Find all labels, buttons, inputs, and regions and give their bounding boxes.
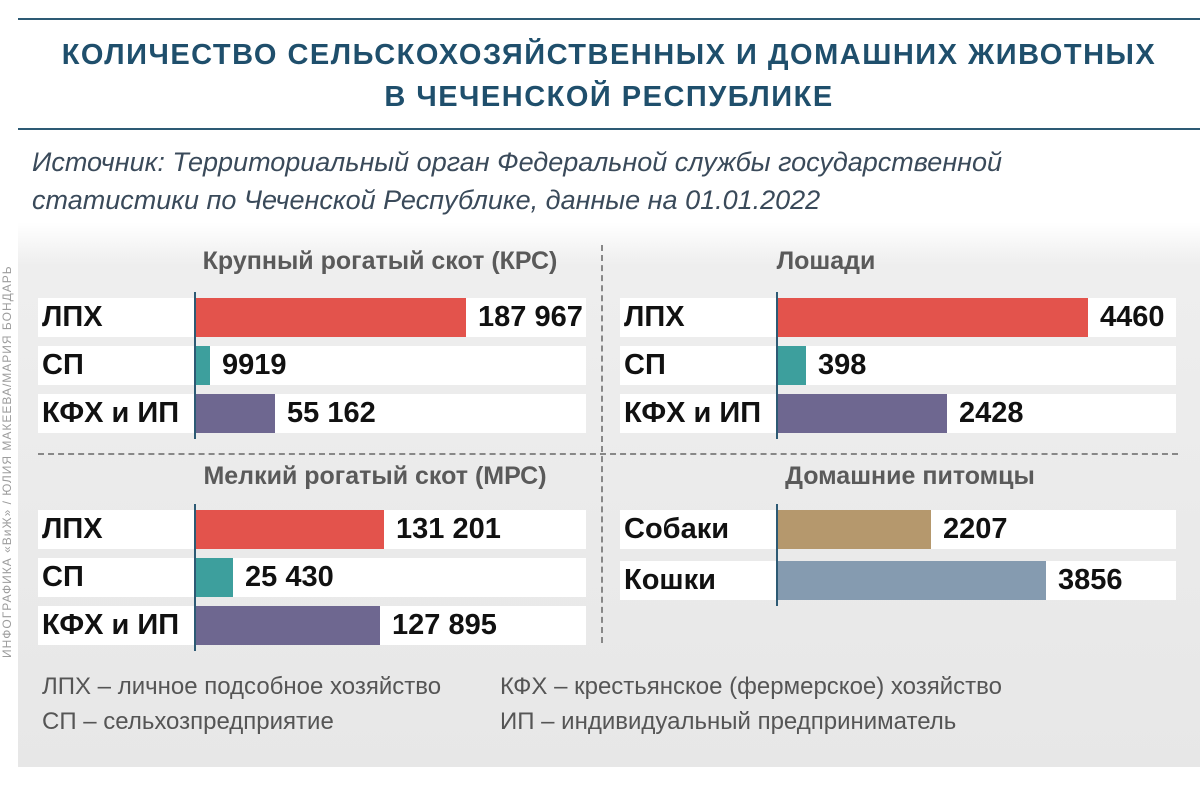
- chart-2-category-label: СП: [42, 561, 84, 593]
- credit-text: ИНФОГРАФИКА «ВиЖ» / ЮЛИЯ МАКЕЕВА/МАРИЯ Б…: [0, 265, 14, 658]
- chart-1-bar: [778, 394, 947, 433]
- vertical-divider: [601, 245, 603, 643]
- chart-1-bar: [778, 346, 806, 385]
- horizontal-divider: [38, 453, 1178, 455]
- chart-1-title: Лошади: [776, 247, 876, 275]
- chart-2-title: Мелкий рогатый скот (МРС): [203, 462, 547, 490]
- chart-3-axis: [776, 504, 778, 606]
- title-rule: [18, 128, 1200, 130]
- chart-3-category-label: Кошки: [624, 564, 716, 596]
- chart-3-category-label: Собаки: [624, 513, 730, 545]
- chart-0-bar: [196, 346, 210, 385]
- chart-1-category-label: ЛПХ: [624, 301, 685, 333]
- chart-3-value-label: 2207: [943, 513, 1008, 545]
- chart-2-category-label: КФХ и ИП: [42, 609, 180, 641]
- chart-0-bar: [196, 298, 466, 337]
- source-line-2: статистики по Чеченской Республике, данн…: [32, 185, 821, 215]
- chart-2-value-label: 25 430: [245, 561, 334, 593]
- title-line-1: КОЛИЧЕСТВО СЕЛЬСКОХОЗЯЙСТВЕННЫХ И ДОМАШН…: [61, 39, 1157, 71]
- legend-ip: ИП – индивидуальный предприниматель: [500, 708, 957, 735]
- chart-1-category-label: КФХ и ИП: [624, 397, 762, 429]
- chart-0-category-label: СП: [42, 349, 84, 381]
- legend-sp: СП – сельхозпредприятие: [42, 708, 334, 735]
- page-title: КОЛИЧЕСТВО СЕЛЬСКОХОЗЯЙСТВЕННЫХ И ДОМАШН…: [18, 34, 1200, 118]
- chart-2-bar: [196, 558, 233, 597]
- chart-1-axis: [776, 292, 778, 439]
- chart-0-axis: [194, 292, 196, 439]
- chart-1-value-label: 4460: [1100, 301, 1165, 333]
- chart-3-bar: [778, 561, 1046, 600]
- chart-2-bar: [196, 510, 384, 549]
- title-line-2: В ЧЕЧЕНСКОЙ РЕСПУБЛИКЕ: [384, 81, 834, 113]
- chart-1-value-label: 2428: [959, 397, 1024, 429]
- legend-lph: ЛПХ – личное подсобное хозяйство: [42, 673, 442, 700]
- chart-0-category-label: КФХ и ИП: [42, 397, 180, 429]
- chart-1-row-bg: [620, 346, 1176, 385]
- chart-1-bar: [778, 298, 1088, 337]
- chart-3-bar: [778, 510, 931, 549]
- chart-0-row-bg: [38, 394, 586, 433]
- chart-0-value-label: 187 967: [478, 301, 583, 333]
- chart-2-value-label: 127 895: [392, 609, 497, 641]
- chart-0-category-label: ЛПХ: [42, 301, 103, 333]
- chart-1-category-label: СП: [624, 349, 666, 381]
- chart-0-value-label: 9919: [222, 349, 287, 381]
- chart-1-value-label: 398: [818, 349, 867, 381]
- chart-2-row-bg: [38, 558, 586, 597]
- chart-2-category-label: ЛПХ: [42, 513, 103, 545]
- chart-2-value-label: 131 201: [396, 513, 501, 545]
- chart-3-value-label: 3856: [1058, 564, 1123, 596]
- chart-0-bar: [196, 394, 275, 433]
- source-note: Источник: Территориальный орган Федераль…: [32, 143, 1152, 219]
- chart-3-title: Домашние питомцы: [785, 462, 1035, 490]
- chart-0-row-bg: [38, 346, 586, 385]
- chart-2-axis: [194, 504, 196, 651]
- source-line-1: Источник: Территориальный орган Федераль…: [32, 147, 1003, 177]
- chart-0-title: Крупный рогатый скот (КРС): [202, 247, 558, 275]
- chart-2-bar: [196, 606, 380, 645]
- chart-0-value-label: 55 162: [287, 397, 376, 429]
- legend-kfh: КФХ – крестьянское (фермерское) хозяйств…: [500, 673, 1002, 700]
- top-rule: [18, 18, 1200, 20]
